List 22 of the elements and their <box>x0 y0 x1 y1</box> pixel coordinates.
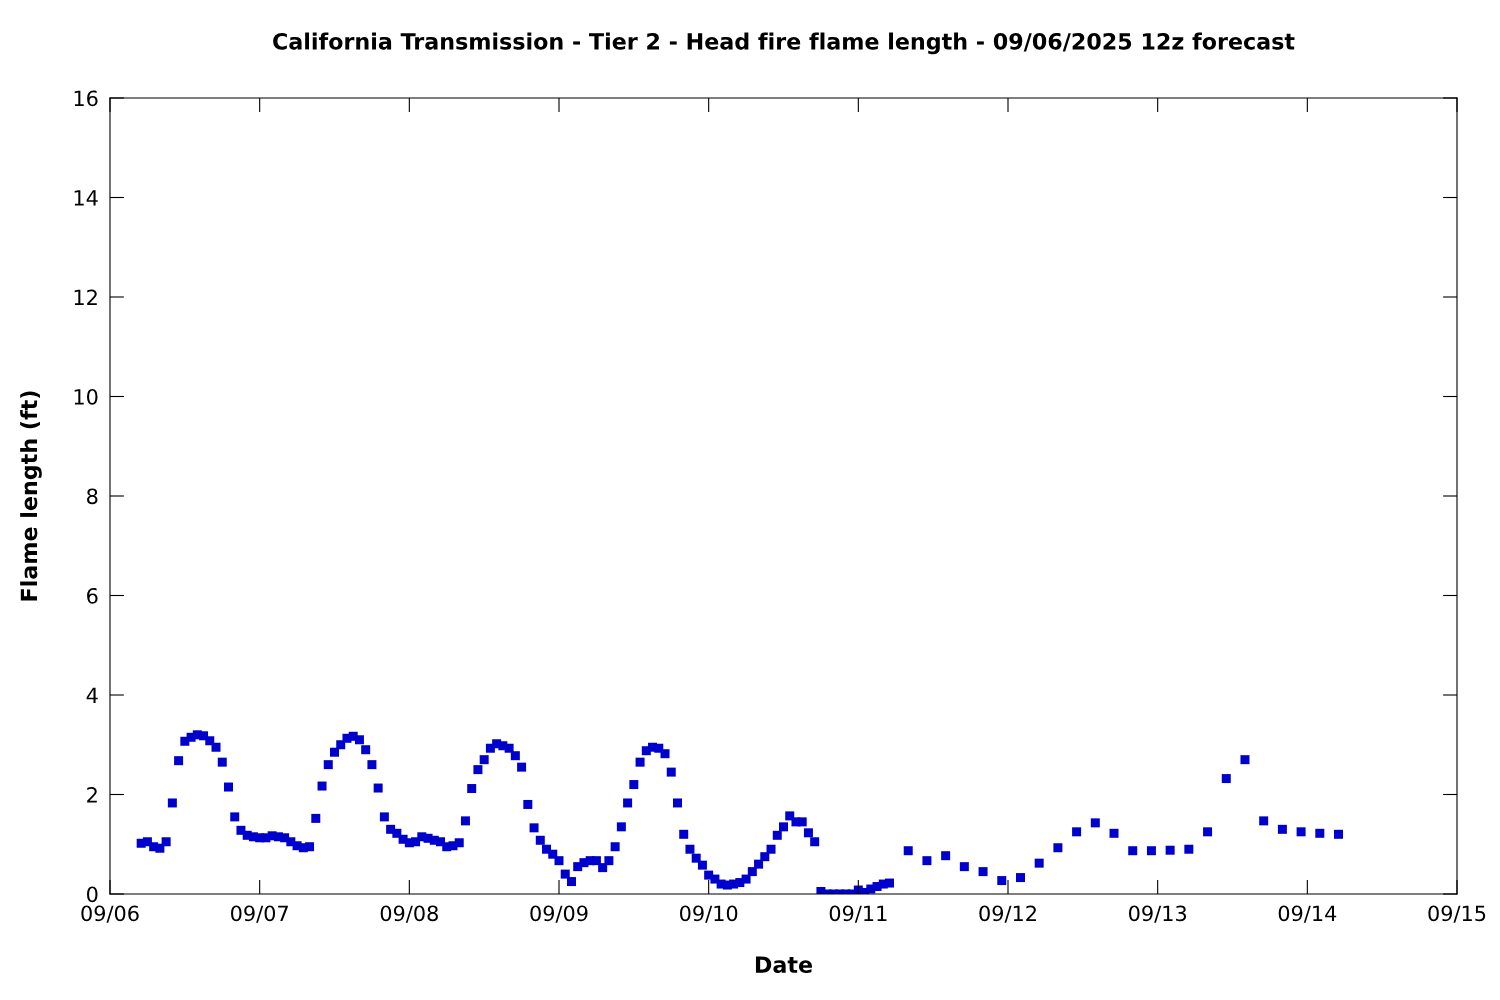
x-tick-label: 09/15 <box>1428 905 1486 923</box>
x-tick-label: 09/08 <box>380 905 438 923</box>
x-tick-label: 09/06 <box>81 905 139 923</box>
x-tick-label: 09/14 <box>1278 905 1337 923</box>
y-tick-label: 8 <box>87 488 98 505</box>
chart-title: California Transmission - Tier 2 - Head fire flame length - 09/06/2025 12z forecast <box>273 32 1295 55</box>
x-tick-label: 09/13 <box>1129 905 1187 923</box>
y-tick-label: 10 <box>74 388 98 405</box>
y-axis-title: Flame length (ft) <box>20 391 42 601</box>
y-tick-label: 0 <box>87 886 98 903</box>
y-tick-label: 16 <box>74 90 98 107</box>
x-axis-title: Date <box>755 956 812 974</box>
y-tick-label: 4 <box>86 687 98 703</box>
y-tick-label: 2 <box>87 786 97 803</box>
x-tick-label: 09/09 <box>530 905 588 923</box>
x-tick-label: 09/11 <box>829 905 887 923</box>
y-tick-label: 6 <box>87 587 98 604</box>
y-tick-label: 14 <box>74 190 98 206</box>
y-tick-label: 12 <box>74 289 97 305</box>
x-tick-label: 09/10 <box>680 905 738 923</box>
x-tick-label: 09/12 <box>979 905 1036 923</box>
x-tick-label: 09/07 <box>231 905 288 923</box>
